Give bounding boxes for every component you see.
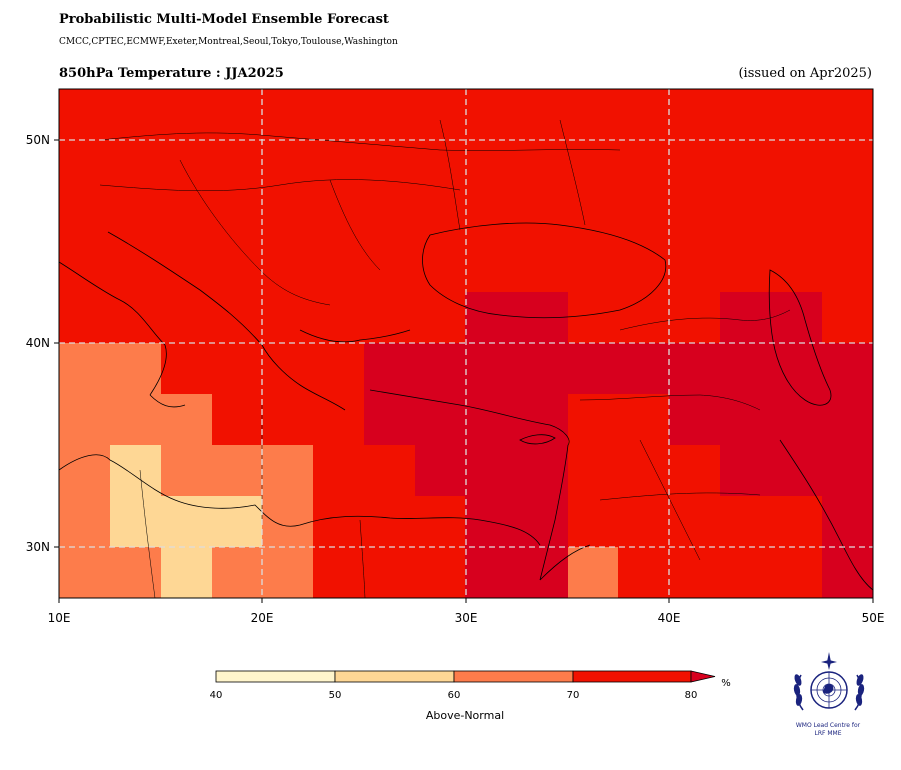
wmo-emblem-icon <box>793 652 865 711</box>
cell-low <box>161 547 212 598</box>
colorbar-segment-60-70 <box>453 670 574 683</box>
colorbar-tick: 50 <box>329 690 342 701</box>
y-tick-label: 40N <box>26 336 50 350</box>
cell-high <box>364 343 873 394</box>
logo-caption: WMO Lead Centre for LRF MME <box>770 722 886 738</box>
cell-high <box>720 445 873 496</box>
colorbar-tick-labels: 40 50 60 70 80 % <box>210 678 731 701</box>
colorbar-tick: 80 <box>685 690 698 701</box>
colorbar-label: Above-Normal <box>425 709 505 722</box>
axis-ticks <box>54 139 874 603</box>
issue-date: (issued on Apr2025) <box>738 66 872 81</box>
cell-low <box>110 445 161 547</box>
logo-caption-line: LRF MME <box>814 730 842 737</box>
borders <box>99 119 791 598</box>
colorbar-segment-40-50 <box>215 670 336 683</box>
y-tick-label: 30N <box>26 540 50 554</box>
x-tick-labels: 10E 20E 30E 40E 50E <box>48 611 885 625</box>
colorbar-tick: 70 <box>567 690 580 701</box>
cell-high <box>415 445 568 496</box>
x-tick-label: 20E <box>251 611 274 625</box>
chart-title: Probabilistic Multi-Model Ensemble Forec… <box>59 12 389 27</box>
colorbar-segment-50-60 <box>334 670 455 683</box>
y-tick-labels: 30N 40N 50N <box>26 133 50 554</box>
coastlines <box>59 222 873 591</box>
gridlines <box>59 89 873 598</box>
logo-caption-line: WMO Lead Centre for <box>795 722 861 729</box>
cell-low <box>161 496 262 547</box>
colorbar-unit: % <box>721 678 731 689</box>
variable-season: 850hPa Temperature : JJA2025 <box>59 66 284 81</box>
x-tick-label: 30E <box>455 611 478 625</box>
x-tick-label: 40E <box>658 611 681 625</box>
model-list: CMCC,CPTEC,ECMWF,Exeter,Montreal,Seoul,T… <box>59 37 398 47</box>
colorbar <box>215 670 716 683</box>
colorbar-extension <box>690 670 716 683</box>
x-tick-label: 10E <box>48 611 71 625</box>
cell-mid <box>568 547 618 598</box>
x-tick-label: 50E <box>862 611 885 625</box>
colorbar-tick: 60 <box>448 690 461 701</box>
colorbar-tick: 40 <box>210 690 223 701</box>
cell-high <box>669 394 873 445</box>
y-tick-label: 50N <box>26 133 50 147</box>
colorbar-segment-70-80 <box>572 670 692 683</box>
